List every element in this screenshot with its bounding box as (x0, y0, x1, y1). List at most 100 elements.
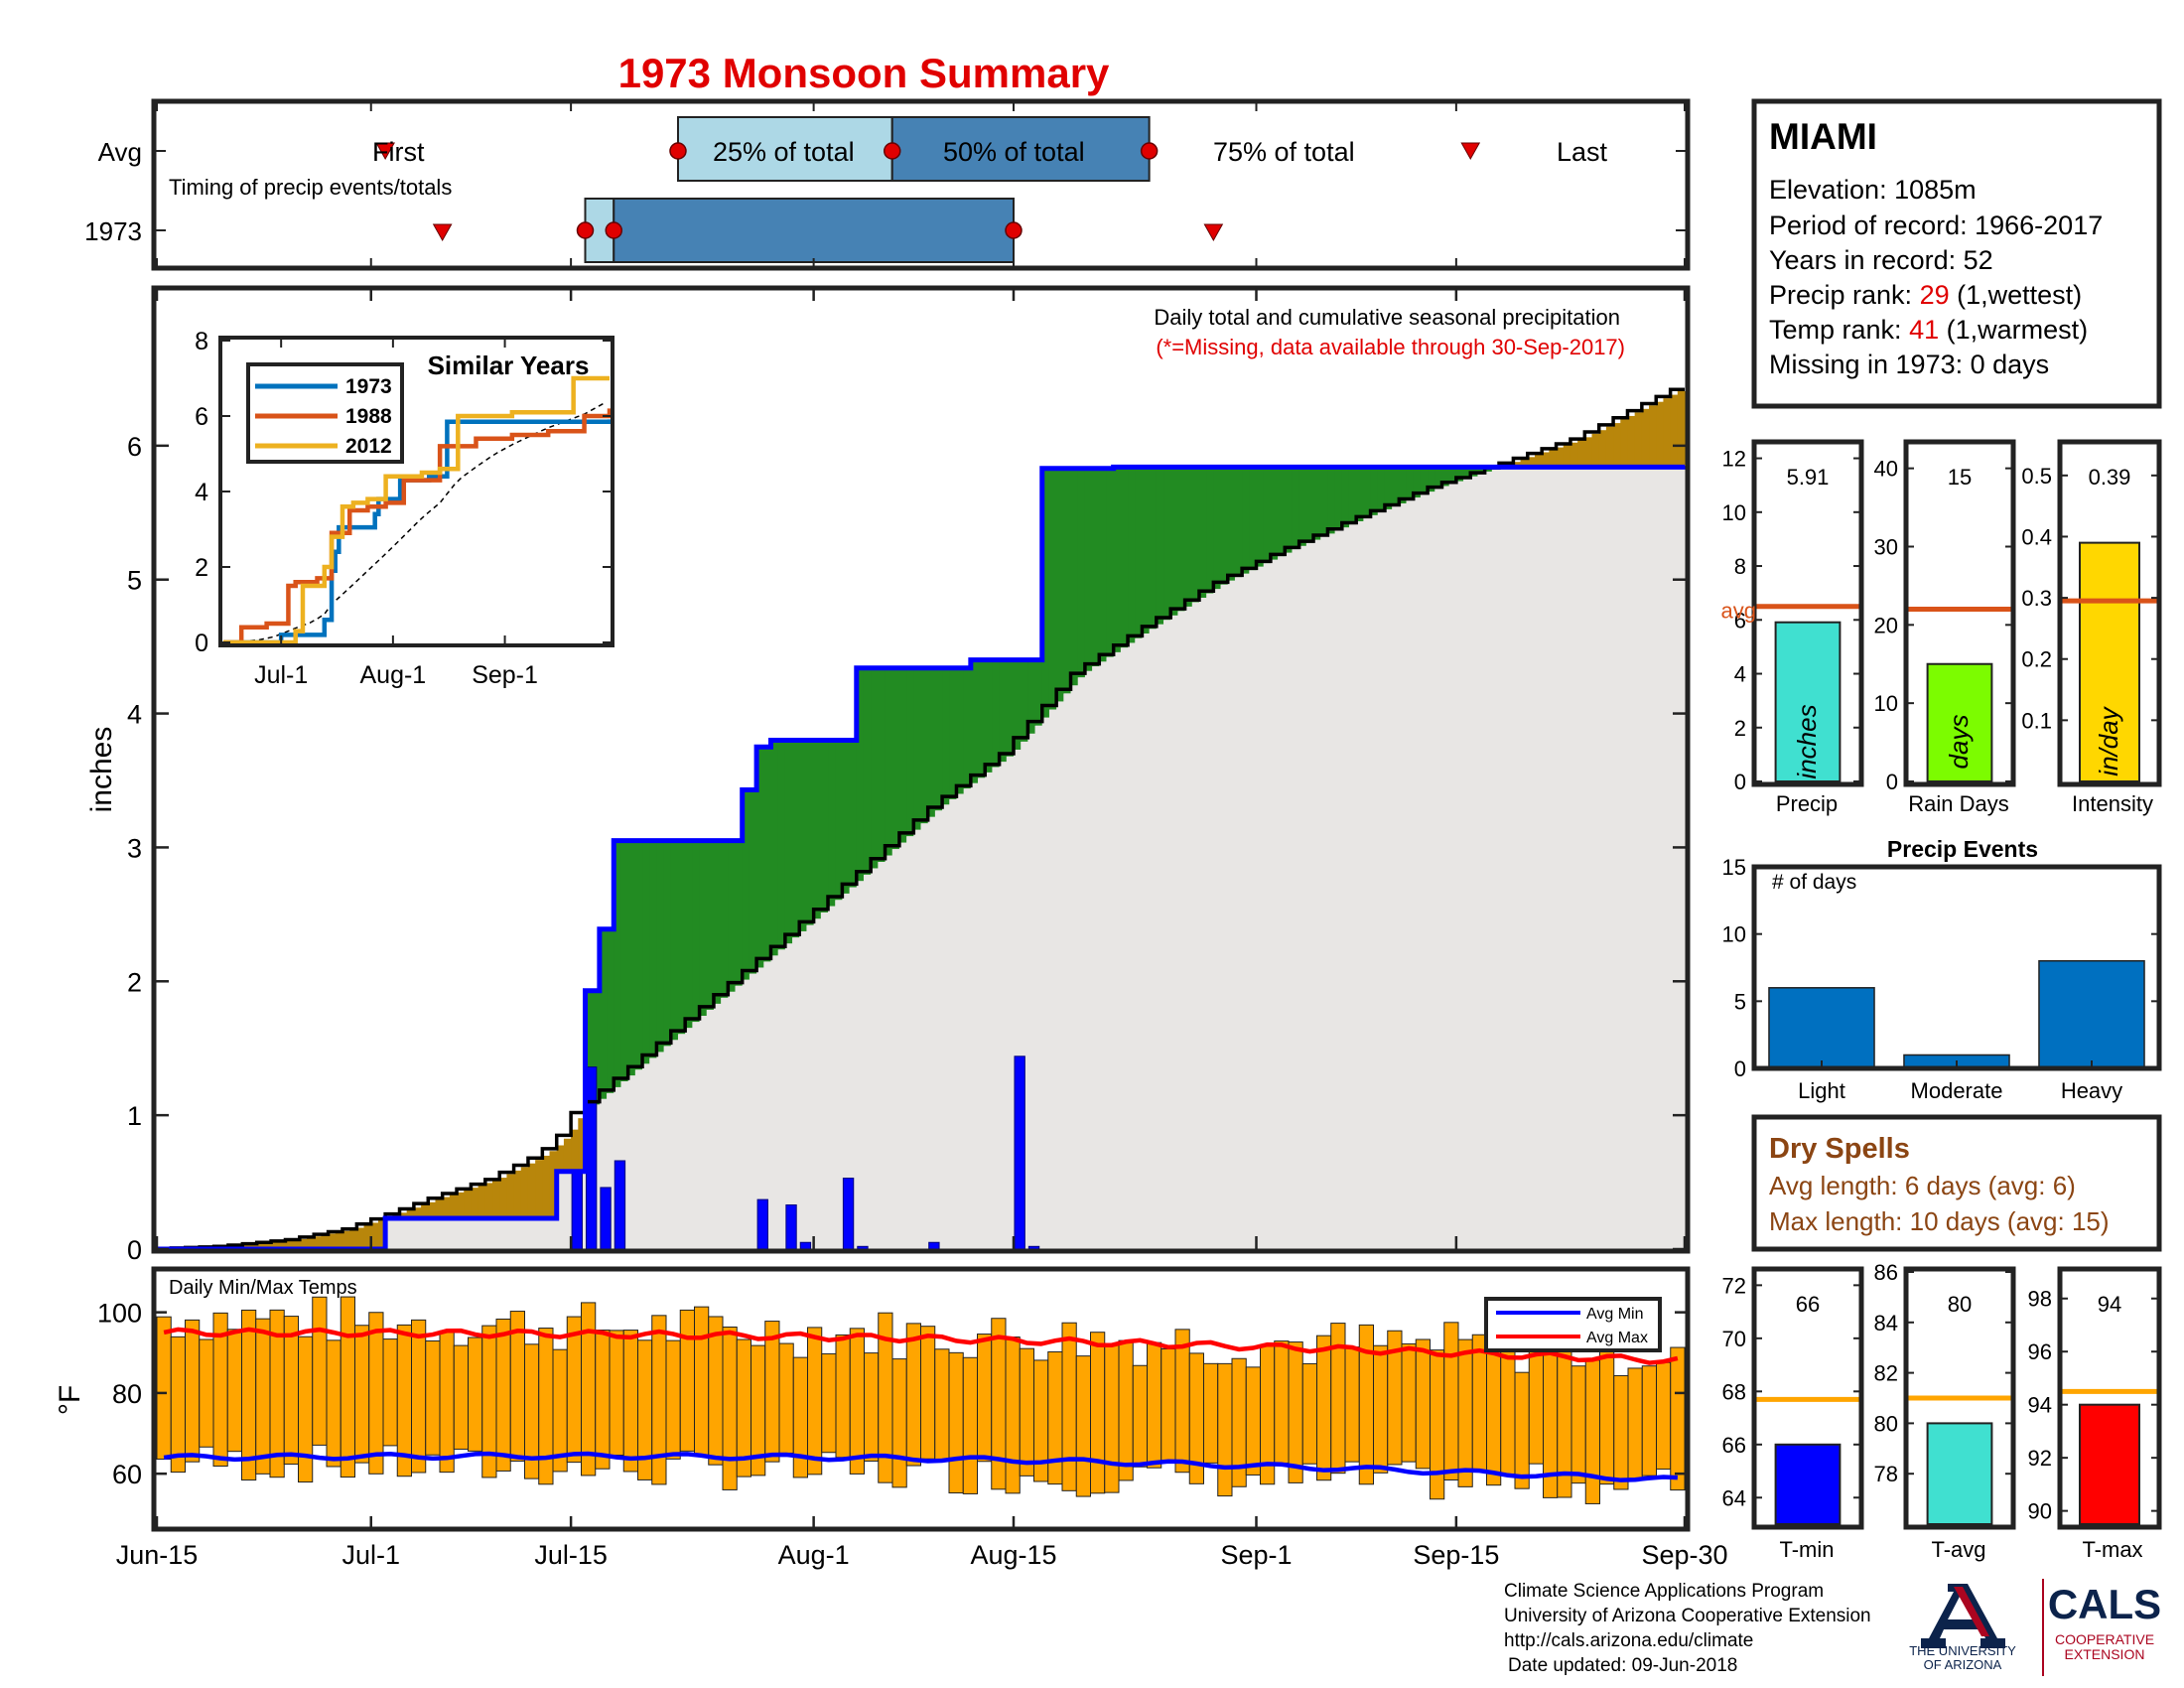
mini-value-bar (2079, 1403, 2140, 1525)
daily-temp-bar (425, 1339, 441, 1456)
below-min-fill (1656, 467, 1665, 1249)
below-min-fill (1542, 467, 1550, 1249)
events-y-tick-label: 10 (1722, 922, 1746, 947)
mini-value-bar (1774, 621, 1842, 783)
below-min-fill (1520, 467, 1529, 1249)
below-min-fill (792, 937, 800, 1249)
year-50-75-box (613, 198, 1015, 263)
dry-spells-avg: Avg length: 6 days (avg: 6) (1769, 1171, 2076, 1200)
mini-y-tick-label: 0.5 (2021, 464, 2052, 489)
below-min-fill (1099, 661, 1108, 1249)
below-min-fill (871, 868, 879, 1249)
above-average-fill (1006, 659, 1015, 757)
below-min-fill (506, 1217, 515, 1249)
below-min-fill (1249, 570, 1258, 1249)
mini-y-tick-label: 78 (1874, 1462, 1898, 1486)
below-min-fill (1455, 481, 1464, 1249)
temp-legend-max-label: Avg Max (1586, 1330, 1648, 1346)
below-average-fill (1649, 405, 1657, 468)
mini-y-tick-label: 12 (1722, 447, 1746, 472)
below-min-fill (1584, 467, 1593, 1249)
above-average-fill (620, 840, 629, 1082)
footer-program: Climate Science Applications Program (1504, 1581, 1824, 1602)
below-average-fill (1598, 430, 1607, 468)
below-min-fill (1513, 467, 1522, 1249)
above-average-fill (713, 840, 722, 1004)
daily-temp-bar (905, 1323, 921, 1467)
inset-lines (222, 375, 613, 645)
below-min-fill (527, 1217, 536, 1249)
below-average-fill (435, 1199, 444, 1218)
below-min-fill (1470, 476, 1479, 1249)
below-average-fill (1613, 423, 1621, 468)
daily-temp-bar (439, 1330, 455, 1474)
daily-temp-bar (368, 1312, 384, 1475)
precip-note: Daily total and cumulative seasonal prec… (1154, 305, 1620, 330)
above-average-fill (777, 740, 786, 950)
avg-25-50-box (676, 116, 893, 182)
above-average-fill (942, 667, 950, 805)
daily-precip-bar (614, 1160, 626, 1250)
above-average-fill (913, 667, 922, 830)
above-average-fill (1077, 468, 1086, 678)
above-average-fill (906, 667, 914, 837)
footer-url: http://cals.arizona.edu/climate (1504, 1630, 1753, 1651)
cals-line2: EXTENSION (2065, 1646, 2145, 1662)
daily-temp-bar (835, 1334, 851, 1459)
daily-temp-bar (156, 1316, 172, 1461)
below-min-fill (699, 1016, 708, 1249)
below-min-fill (642, 1063, 650, 1249)
daily-temp-bar (891, 1358, 907, 1488)
below-min-fill (820, 912, 829, 1249)
above-average-fill (1392, 467, 1400, 506)
above-average-fill (756, 747, 764, 968)
below-min-fill (706, 1009, 715, 1249)
below-min-fill (471, 1217, 479, 1249)
below-min-fill (999, 762, 1008, 1249)
mini-frame (1751, 1266, 1864, 1530)
above-average-fill (963, 667, 972, 789)
precip-y-tick-label: 2 (127, 967, 142, 997)
temp-legend-min-label: Avg Min (1586, 1306, 1644, 1323)
temp-avg-lines (163, 1327, 1679, 1482)
below-min-fill (891, 849, 900, 1249)
mini-y-tick-label: 0.4 (2021, 524, 2052, 549)
mini-y-tick-label: 82 (1874, 1361, 1898, 1386)
below-min-fill (728, 991, 737, 1249)
mini-y-tick-label: 0 (1734, 770, 1746, 794)
below-min-fill (1027, 733, 1036, 1249)
above-average-fill (1448, 467, 1457, 485)
below-min-fill (956, 793, 965, 1249)
events-note: # of days (1772, 871, 1856, 894)
daily-temp-bar (1118, 1339, 1134, 1481)
above-average-fill (806, 740, 815, 925)
daily-temp-bar (1075, 1355, 1091, 1497)
daily-temp-bar (1005, 1336, 1021, 1494)
below-min-fill (1448, 484, 1457, 1249)
tmin-label: T-min (1780, 1537, 1835, 1562)
below-average-fill (1627, 415, 1636, 468)
above-average-fill (1191, 467, 1200, 603)
daily-temp-bar (849, 1328, 865, 1475)
below-min-fill (920, 823, 929, 1249)
above-average-fill (1263, 467, 1272, 564)
temp-frame (151, 1266, 1691, 1532)
mini-value-label: 94 (2098, 1292, 2121, 1317)
below-min-fill (1142, 633, 1151, 1249)
inset-series-1973 (223, 419, 613, 645)
precip-ylabel: inches (85, 727, 118, 813)
below-min-fill (1605, 467, 1614, 1249)
mini-avg-label: avg (1721, 599, 1756, 624)
daily-temp-bar (1670, 1346, 1686, 1491)
above-average-fill (927, 667, 936, 817)
figure-title: 1973 Monsoon Summary (618, 50, 1110, 96)
below-min-fill (934, 810, 943, 1249)
daily-temp-bar (453, 1344, 469, 1450)
below-min-fill (1420, 494, 1429, 1250)
mini-frame (2057, 1266, 2162, 1530)
mini-y-tick-label: 64 (1722, 1485, 1746, 1510)
daily-precip-bar (928, 1241, 940, 1250)
below-average-fill (520, 1167, 529, 1218)
below-min-fill (1198, 597, 1207, 1249)
below-average-fill (335, 1232, 343, 1249)
